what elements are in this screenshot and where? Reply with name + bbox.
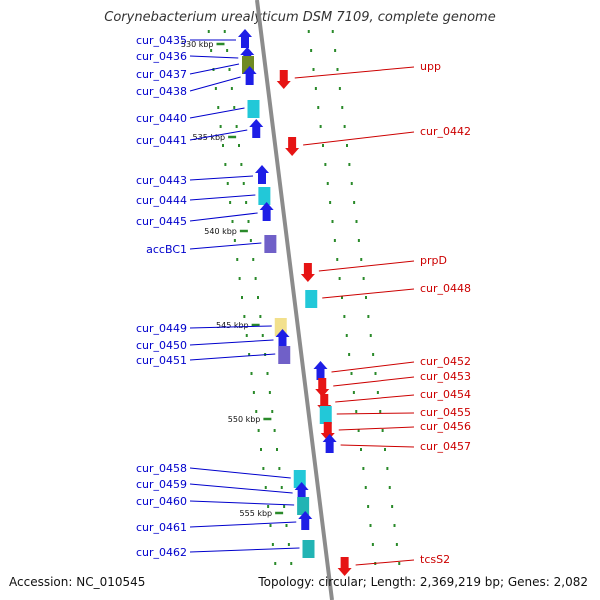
leader-line [355,559,415,566]
leader-line [333,376,415,387]
gene-label-cur_0457: cur_0457 [420,440,471,453]
gene-cur_0442 [285,137,300,156]
gene-label-cur_0438: cur_0438 [136,85,187,98]
gene-cur_0462 [302,540,315,558]
kbp-label: 550 kbp [228,415,261,424]
gene-label-cur_0452: cur_0452 [420,355,471,368]
gene-label-cur_0453: cur_0453 [420,370,471,383]
gene-cur_0451 [278,346,291,364]
kbp-ticks: 530 kbp 535 kbp 540 kbp 545 kbp 550 kbp 555 k… [181,40,284,518]
gene-tcsS2 [337,557,352,576]
leader-line [189,55,239,59]
gene-label-cur_0460: cur_0460 [136,495,187,508]
leader-line [189,63,240,75]
leader-line [303,131,415,146]
leader-line [336,412,415,415]
gene-label-cur_0436: cur_0436 [136,50,187,63]
leader-line [322,288,415,299]
gene-label-tcsS2: tcsS2 [420,553,450,566]
leader-line [189,325,272,329]
gene-label-cur_0449: cur_0449 [136,322,187,335]
gene-label-upp: upp [420,60,441,73]
leader-line [331,361,415,373]
leader-line [340,444,415,448]
genome-summary-text: Topology: circular; Length: 2,369,219 bp… [258,575,588,589]
accession-text: Accession: NC_010545 [9,575,146,589]
gene-label-cur_0455: cur_0455 [420,406,471,419]
gene-label-cur_0445: cur_0445 [136,215,187,228]
gene-cur_0459 [294,482,309,501]
gene-label-cur_0456: cur_0456 [420,420,471,433]
leader-line [189,500,295,506]
kbp-label: 530 kbp [181,40,214,49]
gene-cur_0457 [322,434,337,453]
gene-label-cur_0442: cur_0442 [420,125,471,138]
leader-line [318,260,415,272]
kbp-label: 535 kbp [193,133,226,142]
backbone-line [255,0,334,600]
gene-cur_0461 [298,511,313,530]
gene-label-cur_0459: cur_0459 [136,478,187,491]
genome-backbone [255,0,334,600]
kbp-label: 540 kbp [204,227,237,236]
gene-cur_0455 [319,406,332,424]
leader-line [335,394,415,403]
gene-label-cur_0462: cur_0462 [136,546,187,559]
leader-line [189,107,245,119]
leader-line [189,129,248,141]
leader-line [189,76,241,92]
gene-label-accBC1: accBC1 [146,243,187,256]
gene-prpD [300,263,315,282]
gene-cur_0453 [315,378,330,397]
gene-label-prpD: prpD [420,254,447,267]
gene-label-cur_0461: cur_0461 [136,521,187,534]
gene-cur_0448 [305,290,318,308]
leader-line [294,66,415,79]
leader-line [189,547,300,553]
gene-label-cur_0444: cur_0444 [136,194,187,207]
leader-line [338,426,415,431]
leader-line [189,521,297,528]
gene-cur_0438 [242,66,257,85]
gene-label-cur_0448: cur_0448 [420,282,471,295]
gene-cur_0443 [255,165,269,184]
leader-line [189,339,274,346]
gene-labels: cur_0435 cur_0436 cur_0437 cur_0438 cur_0440… [136,34,471,566]
map-title: Corynebacterium urealyticum DSM 7109, co… [104,10,496,25]
gene-label-cur_0454: cur_0454 [420,388,471,401]
leader-line [189,242,262,250]
gene-label-cur_0450: cur_0450 [136,339,187,352]
gene-cur_0440 [247,100,260,118]
gene-label-cur_0435: cur_0435 [136,34,187,47]
gene-label-cur_0441: cur_0441 [136,134,187,147]
gene-label-cur_0437: cur_0437 [136,68,187,81]
gene-label-cur_0440: cur_0440 [136,112,187,125]
gene-label-cur_0458: cur_0458 [136,462,187,475]
dotted-tracks [207,30,401,565]
gene-cur_0452 [313,361,328,380]
gene-label-cur_0443: cur_0443 [136,174,187,187]
gene-cur_0460 [297,497,310,515]
gene-cur_0450 [275,329,290,348]
gene-cur_0444 [258,187,271,205]
leader-line [189,467,291,479]
leader-line [189,212,258,222]
leader-line [189,353,276,361]
kbp-label: 555 kbp [240,509,273,518]
gene-cur_0435 [238,29,252,48]
kbp-label: 545 kbp [216,321,249,330]
gene-accBC1 [264,235,277,253]
gene-cur_0445 [259,202,274,221]
gene-features [238,29,352,576]
leader-line [189,483,293,494]
gene-upp [276,70,291,89]
leader-line [189,175,254,181]
gene-cur_0441 [249,119,264,138]
gene-label-cur_0451: cur_0451 [136,354,187,367]
leader-line [189,194,256,201]
